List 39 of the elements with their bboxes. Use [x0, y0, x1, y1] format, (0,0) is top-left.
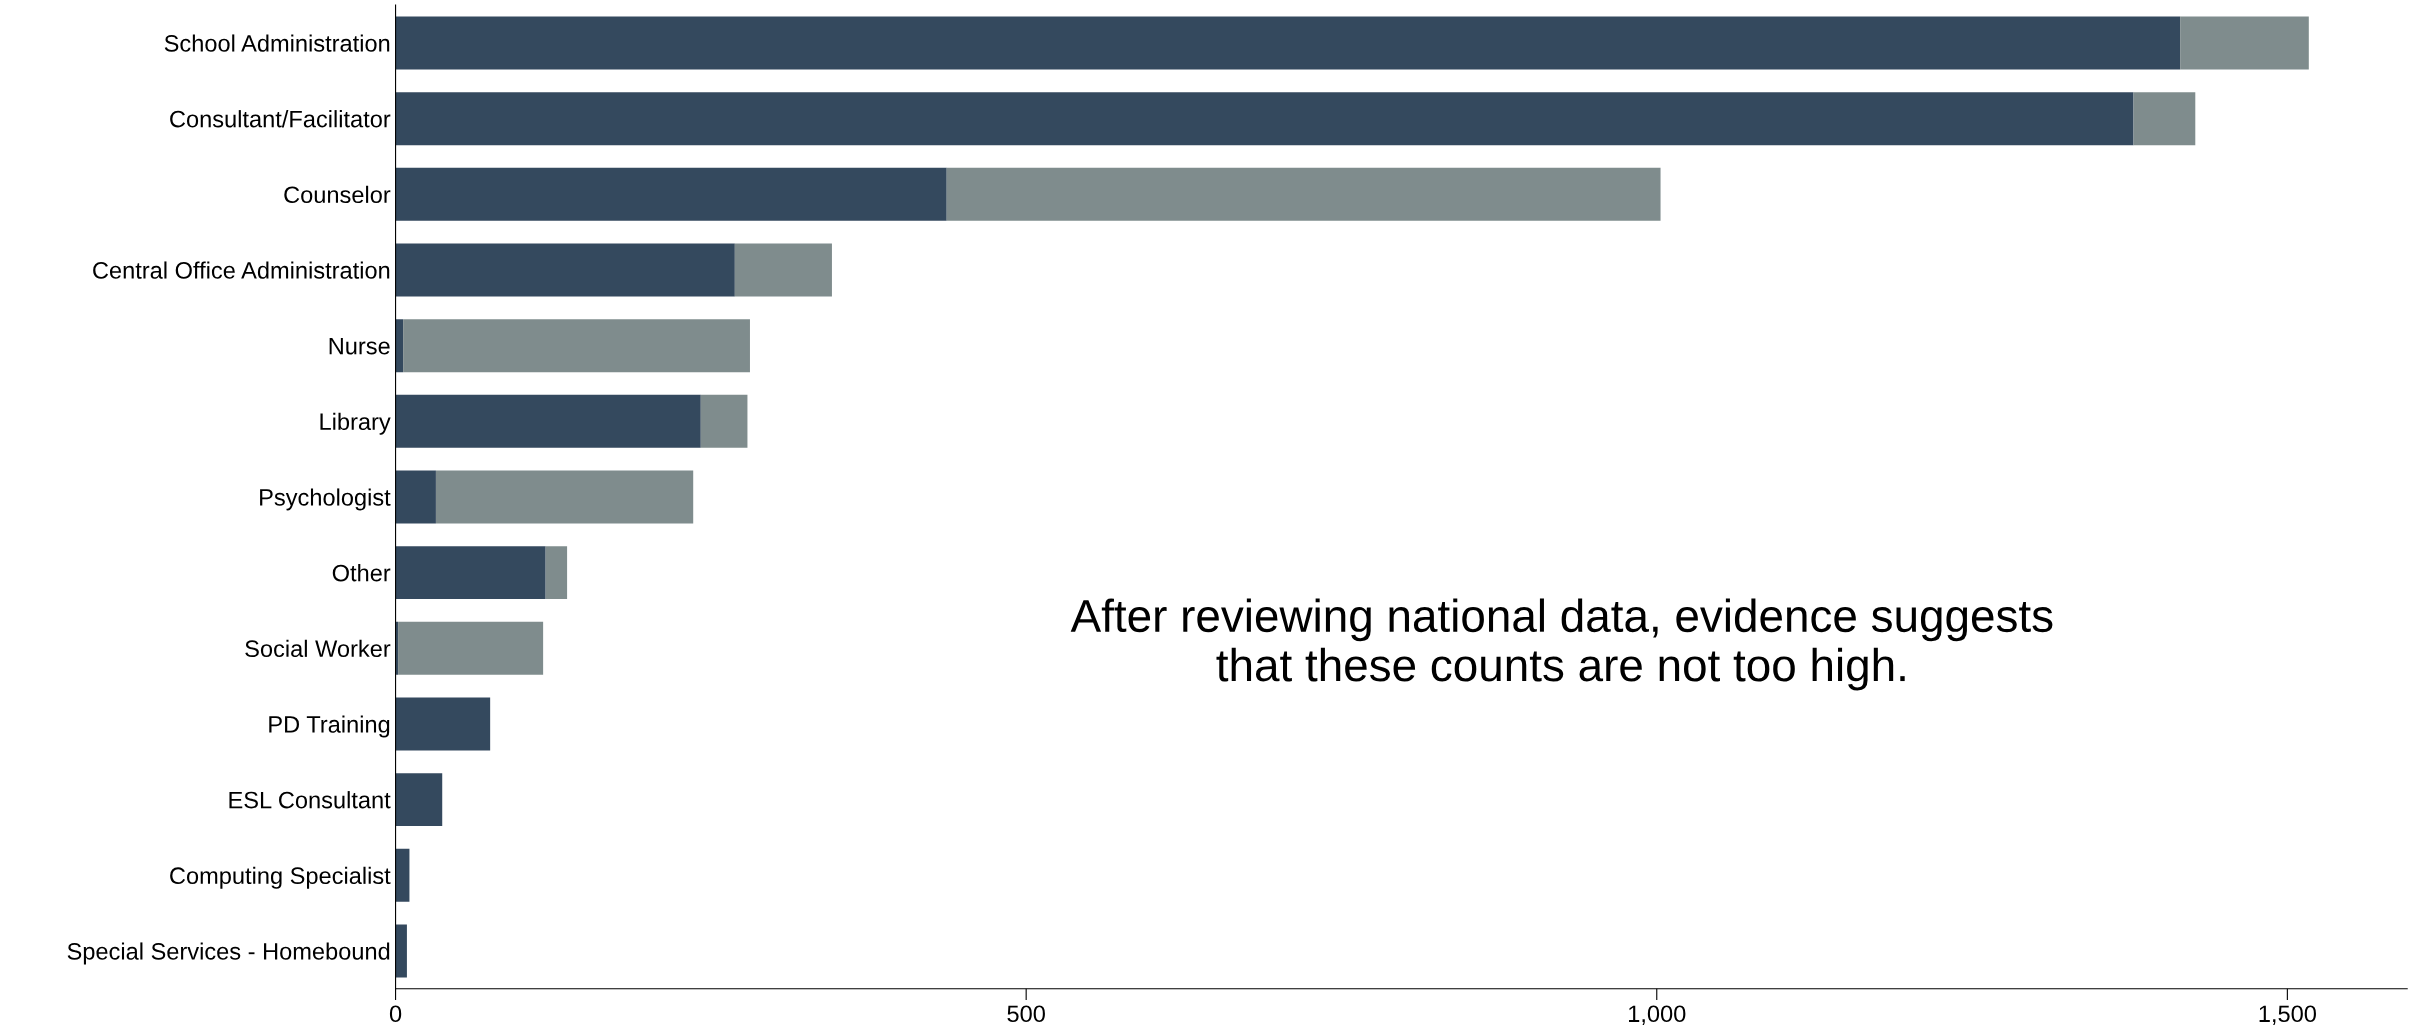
annotation: After reviewing national data, evidence suggests that these counts are not too high. — [1070, 598, 2053, 691]
y-tick-label: Central Office Administration — [93, 261, 390, 279]
y-tick-label: Library — [320, 412, 391, 435]
bar — [403, 319, 750, 373]
y-tick-label: Psychologist — [260, 488, 391, 511]
bar — [395, 470, 436, 524]
y-tick-label: PD Training — [269, 715, 390, 738]
bar — [2180, 16, 2309, 70]
y-tick-label: Computing Specialist — [170, 866, 391, 889]
y-tick-label: ESL Consultant — [229, 791, 391, 809]
bar — [545, 546, 568, 600]
bar — [2133, 92, 2196, 146]
y-tick-label: Special Services - Homebound — [67, 942, 390, 965]
bar — [395, 92, 2134, 146]
y-tick-label: Consultant/Facilitator — [170, 110, 391, 128]
bar — [395, 167, 947, 221]
bar — [395, 848, 410, 902]
bar — [700, 394, 748, 448]
x-tick-label: 0 — [389, 1005, 402, 1023]
y-tick-label: Counselor — [284, 185, 391, 204]
x-tick-label: 1,500 — [2259, 1005, 2316, 1025]
bar — [395, 924, 407, 978]
bar — [395, 546, 546, 600]
y-tick-label: Social Worker — [245, 639, 391, 658]
bar — [395, 394, 701, 448]
bar — [395, 697, 491, 751]
bar — [435, 470, 694, 524]
y-tick-label: Other — [332, 564, 391, 582]
bar — [398, 621, 544, 675]
y-tick-label: Nurse — [329, 337, 390, 355]
y-tick-label: School Administration — [164, 34, 390, 52]
x-tick-label: 500 — [1007, 1005, 1045, 1023]
bar — [734, 243, 832, 297]
bar — [946, 167, 1661, 221]
bar — [395, 773, 443, 827]
bar — [395, 16, 2181, 70]
bar — [395, 243, 735, 297]
bar — [395, 319, 404, 373]
x-tick-label: 1,000 — [1629, 1005, 1686, 1025]
